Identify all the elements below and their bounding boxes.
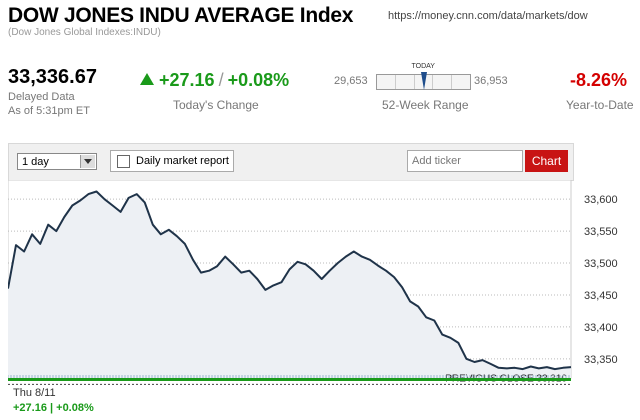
ytd-label: Year-to-Date xyxy=(566,98,634,112)
todays-change-label: Today's Change xyxy=(173,98,259,112)
y-tick-label: 33,600 xyxy=(584,194,618,206)
range-bar-tick xyxy=(395,75,396,89)
chart-button[interactable]: Chart xyxy=(525,150,568,172)
change-separator: / xyxy=(218,70,224,90)
range-bar-tick xyxy=(414,75,415,89)
ytd-change: -8.26% xyxy=(570,70,628,90)
price-area xyxy=(8,191,571,378)
index-title: DOW JONES INDU AVERAGE Index xyxy=(8,4,354,27)
last-price: 33,336.67 xyxy=(8,66,97,88)
chart-date-label: Thu 8/11 xyxy=(13,387,56,399)
chart-summary-change: +27.16 | +0.08% xyxy=(13,402,94,414)
baseline-bar xyxy=(8,378,571,381)
change-percent: +0.08% xyxy=(227,70,290,90)
y-tick-label: 33,450 xyxy=(584,290,618,302)
page-url[interactable]: https://money.cnn.com/data/markets/dow xyxy=(388,10,588,22)
y-tick-label: 33,550 xyxy=(584,226,618,238)
y-tick-label: 33,500 xyxy=(584,258,618,270)
intraday-chart: PREVIOUS CLOSE 33,310 33,35033,40033,450… xyxy=(8,180,618,414)
range-high: 36,953 xyxy=(474,75,508,87)
y-tick-label: 33,400 xyxy=(584,322,618,334)
period-select[interactable]: 1 day xyxy=(17,153,97,170)
y-tick-label: 33,350 xyxy=(584,354,618,366)
range-today-marker xyxy=(420,72,427,90)
daily-report-checkbox[interactable] xyxy=(117,155,130,168)
range-label: 52-Week Range xyxy=(382,98,469,112)
index-subtitle: (Dow Jones Global Indexes:INDU) xyxy=(8,27,161,38)
y-axis-ticks: 33,350 33,400 33,450 33,500 33,550 33,600 xyxy=(584,194,618,366)
range-bar-tick xyxy=(451,75,452,89)
range-bar-tick xyxy=(432,75,433,89)
delayed-data-label: Delayed Data xyxy=(8,91,75,103)
up-arrow-icon xyxy=(140,73,154,85)
chart-toolbar: 1 day Daily market report Chart xyxy=(8,143,574,181)
daily-report-label: Daily market report xyxy=(136,155,229,167)
daily-report-toggle[interactable]: Daily market report xyxy=(110,150,234,172)
period-value: 1 day xyxy=(22,156,49,168)
add-ticker-input[interactable] xyxy=(407,150,523,172)
todays-change: +27.16/+0.08% xyxy=(140,70,289,91)
volume-band xyxy=(8,375,571,381)
chevron-down-icon[interactable] xyxy=(80,155,95,168)
range-low: 29,653 xyxy=(334,75,368,87)
change-value: +27.16 xyxy=(159,70,215,90)
price-line xyxy=(8,190,572,371)
range-today-label: TODAY xyxy=(411,63,435,70)
as-of-time: As of 5:31pm ET xyxy=(8,105,90,117)
